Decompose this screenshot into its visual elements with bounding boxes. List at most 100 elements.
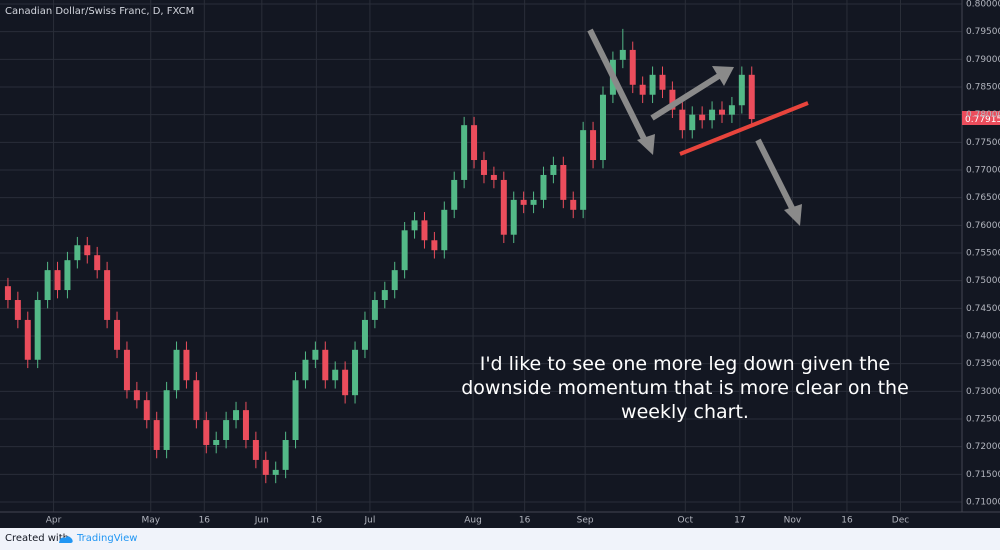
candle-body [361, 319, 368, 350]
candle-body [272, 469, 279, 475]
candle-body [431, 240, 438, 251]
chart: Canadian Dollar/Swiss Franc, D, FXCM 0.7… [0, 0, 1000, 526]
x-tick-label: Sep [577, 516, 594, 526]
candle-body [312, 349, 319, 360]
candle-body [153, 420, 160, 450]
candle-body [64, 260, 71, 291]
y-tick-label: 0.75000 [966, 276, 1000, 286]
candle-body [619, 49, 626, 60]
candle-body [718, 109, 725, 115]
candle-body [748, 74, 755, 120]
logo [59, 536, 73, 543]
x-tick-label: Jul [363, 516, 375, 526]
candle-body [54, 270, 61, 291]
candle-body [590, 130, 597, 161]
candle-body [471, 125, 478, 161]
x-tick-label: 16 [311, 516, 323, 526]
candle-body [332, 369, 339, 381]
x-tick-label: 16 [519, 516, 531, 526]
candle-body [262, 459, 269, 475]
candle-body [639, 84, 646, 95]
candle-body [421, 220, 428, 241]
y-tick-label: 0.78000 [966, 110, 1000, 120]
candle-body [461, 125, 468, 180]
candle-body [252, 440, 259, 460]
candle-body [371, 300, 378, 320]
candle-body [689, 114, 696, 131]
y-tick-label: 0.74500 [966, 304, 1000, 314]
candle-body [143, 400, 150, 421]
candle-body [213, 440, 220, 445]
candle-body [173, 349, 180, 391]
x-tick-label: Dec [892, 516, 909, 526]
candle-body [629, 49, 636, 85]
x-tick-label: Aug [464, 516, 482, 526]
y-tick-label: 0.71500 [966, 470, 1000, 480]
arrow [587, 28, 650, 147]
y-tick-label: 0.73000 [966, 387, 1000, 397]
arrow [755, 138, 797, 214]
candle-body [540, 174, 547, 200]
x-tick-label: May [141, 516, 160, 526]
candle-body [550, 165, 557, 175]
candle-body [510, 199, 517, 235]
candle-body [451, 179, 458, 210]
y-tick-label: 0.77500 [966, 138, 1000, 148]
candle-body [322, 349, 329, 381]
footer-text: Created with [5, 533, 69, 544]
arrow-head [637, 134, 655, 155]
candle-body [669, 89, 676, 110]
last-price: 0.77915 [965, 115, 1000, 125]
candle-body [381, 290, 388, 301]
candle-body [84, 245, 91, 256]
candle-body [44, 270, 51, 301]
x-tick-label: Nov [784, 516, 802, 526]
candle-body [123, 349, 130, 391]
brand[interactable]: TradingView [77, 533, 138, 544]
candle-body [352, 349, 359, 396]
candle-body [14, 300, 21, 320]
candle-body [560, 165, 567, 200]
candle-body [133, 390, 140, 401]
candle-body [649, 74, 656, 95]
candle-body [709, 109, 716, 121]
candle-body [4, 286, 11, 301]
y-tick-label: 0.71000 [966, 497, 1000, 507]
y-tick-label: 0.76500 [966, 193, 1000, 203]
candle-body [520, 199, 527, 205]
candle-body [530, 199, 537, 205]
candle-body [163, 390, 170, 450]
candle-body [391, 270, 398, 291]
y-tick-label: 0.75500 [966, 248, 1000, 258]
y-tick-label: 0.76000 [966, 221, 1000, 231]
candle-body [242, 410, 249, 441]
candle-body [223, 420, 230, 441]
candle-body [342, 369, 349, 396]
x-tick-label: Apr [46, 516, 62, 526]
candle-body [401, 230, 408, 271]
candle-body [233, 410, 240, 421]
x-tick-label: 16 [841, 516, 853, 526]
drawings [587, 28, 809, 226]
y-tick-label: 0.79000 [966, 55, 1000, 65]
candle-body [699, 114, 706, 121]
candle-body [490, 174, 497, 180]
x-tick-label: 17 [734, 516, 745, 526]
price-tag [962, 111, 1000, 125]
candle-body [74, 245, 81, 261]
footer: Created with TradingView [0, 528, 1000, 550]
y-tick-label: 0.79500 [966, 27, 1000, 37]
candle-body [679, 109, 686, 131]
y-tick-label: 0.72500 [966, 414, 1000, 424]
candle-body [193, 380, 200, 421]
candle-body [441, 209, 448, 251]
chart-title: Canadian Dollar/Swiss Franc, D, FXCM [5, 6, 194, 17]
candles [4, 28, 755, 484]
candle-body [302, 359, 309, 381]
x-tick-label: 16 [199, 516, 211, 526]
arrow [650, 71, 724, 121]
candle-body [24, 319, 31, 360]
y-tick-label: 0.73500 [966, 359, 1000, 369]
candle-body [570, 199, 577, 210]
